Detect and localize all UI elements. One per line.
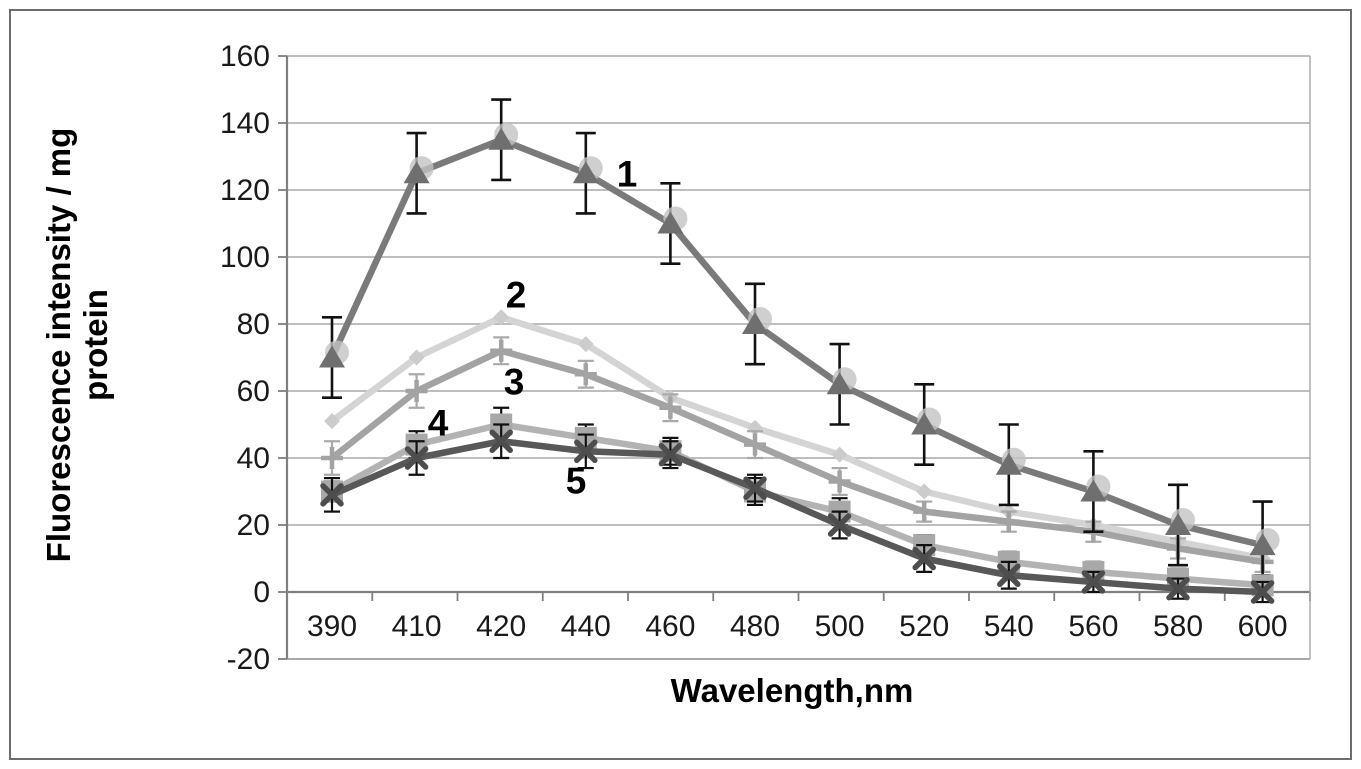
- series-2: [324, 309, 1271, 567]
- y-tick-label: 60: [237, 375, 270, 408]
- series-label-1: 1: [617, 154, 638, 195]
- x-tick-label: 390: [307, 610, 357, 643]
- x-tick-label: 480: [730, 610, 780, 643]
- series-5-markers: [320, 429, 1275, 604]
- series-1-line: [329, 136, 1264, 549]
- x-tick-label: 600: [1238, 610, 1288, 643]
- x-tick-label: 580: [1153, 610, 1203, 643]
- y-tick-label: 100: [220, 241, 270, 274]
- series-2-line: [330, 314, 1264, 562]
- x-tick-label: 540: [984, 610, 1034, 643]
- series-3-line: [329, 347, 1264, 566]
- series-4: [321, 406, 1274, 597]
- y-tick-labels: 160 140 120 100 80 60 40 20 0 -20: [220, 40, 270, 676]
- series-1: [319, 98, 1280, 590]
- x-axis-title: Wavelength,nm: [670, 672, 914, 709]
- y-tick-label: 160: [220, 40, 270, 73]
- x-tick-label: 520: [899, 610, 949, 643]
- y-tick-label: -20: [227, 643, 270, 676]
- series-number-labels: 1 2 3 4 5: [428, 154, 638, 502]
- y-tick-label: 20: [237, 509, 270, 542]
- series-label-3: 3: [504, 362, 525, 403]
- y-tick-label: 120: [220, 174, 270, 207]
- series-label-4: 4: [428, 403, 449, 444]
- x-tick-label: 440: [561, 610, 611, 643]
- series-4-line: [330, 421, 1263, 589]
- axes: [278, 55, 1311, 660]
- x-tick-label: 420: [476, 610, 526, 643]
- series-1-error-bars: [322, 98, 1273, 590]
- x-tick-label: 500: [815, 610, 865, 643]
- x-tick-label: 410: [392, 610, 442, 643]
- series-5-line: [330, 438, 1263, 596]
- series-5: [320, 423, 1275, 604]
- y-tick-label: 0: [253, 576, 270, 609]
- series-label-2: 2: [506, 275, 527, 316]
- y-axis-title: Fluorescence intensity / mg protein: [40, 127, 114, 563]
- x-tick-label: 460: [645, 610, 695, 643]
- x-tick-label: 560: [1068, 610, 1118, 643]
- y-tick-label: 80: [237, 308, 270, 341]
- y-tick-label: 140: [220, 107, 270, 140]
- series-label-5: 5: [566, 461, 587, 502]
- y-tick-label: 40: [237, 442, 270, 475]
- series-1-markers: [319, 122, 1280, 556]
- series-3: [321, 336, 1274, 574]
- x-tick-labels: 390 410 420 440 460 480 500 520 540 560 580 600: [307, 610, 1288, 643]
